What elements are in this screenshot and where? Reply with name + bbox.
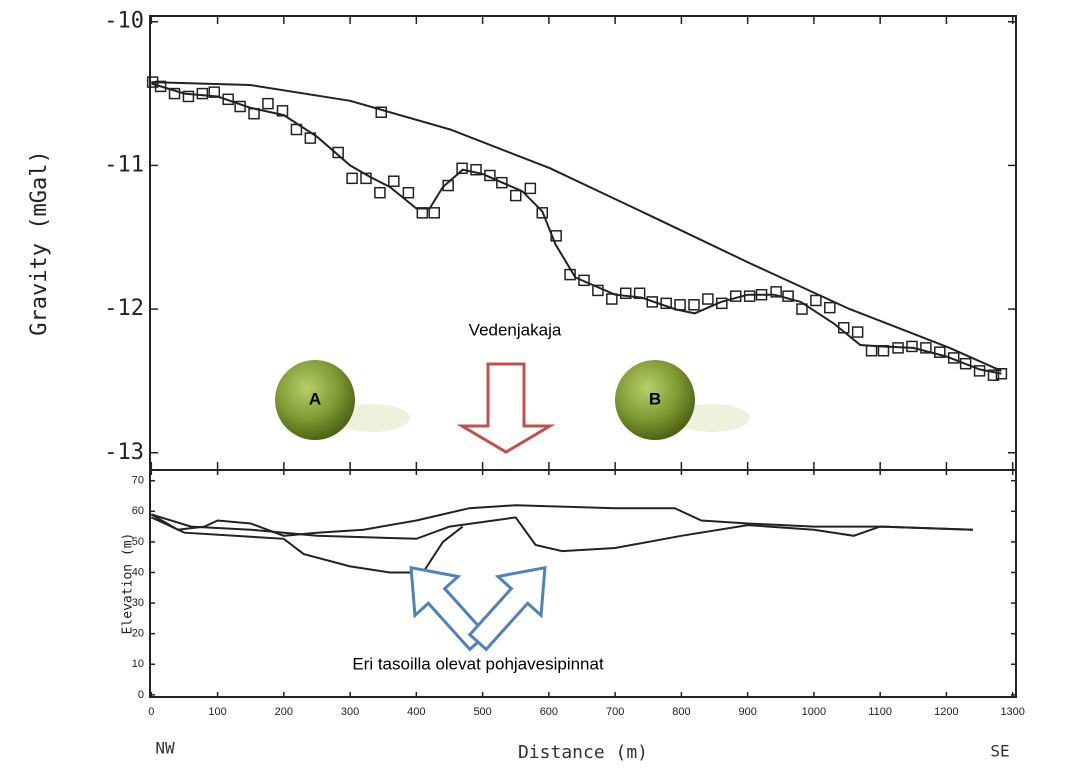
data-point: [509, 189, 522, 202]
sphere: [275, 360, 355, 440]
data-line: [151, 81, 1002, 372]
y-tick-label: 0: [138, 689, 144, 701]
data-line: [150, 516, 464, 574]
data-point: [262, 97, 274, 110]
data-point: [375, 106, 387, 119]
x-tick-label: 400: [407, 706, 425, 718]
data-point: [346, 172, 358, 185]
x-tick-label: 300: [341, 706, 359, 718]
annotation: Vedenjakaja: [469, 320, 562, 339]
data-point: [578, 274, 590, 287]
data-point: [702, 293, 714, 305]
x-tick-label: 900: [738, 706, 756, 718]
x-tick-label: 1000: [802, 706, 826, 718]
y-tick-label: 10: [132, 658, 144, 670]
data-point: [374, 186, 386, 199]
x-axis-label: Distance (m): [518, 742, 648, 763]
data-point: [428, 207, 440, 219]
x-tick-label: 800: [672, 706, 690, 718]
plots: -10 -11 -12 -13 Gravity (mGal) 0 10 20 30 40 50 60 7…: [27, 9, 1025, 763]
sphere: [615, 360, 695, 440]
data-point: [770, 286, 782, 298]
data-point: [906, 340, 918, 353]
x-tick-label: 1300: [1000, 706, 1024, 718]
y-tick-label: 40: [132, 566, 144, 578]
y-tick-label: 50: [132, 536, 144, 548]
data-point: [646, 296, 658, 308]
data-point: [810, 294, 822, 307]
annotation: A: [309, 389, 321, 408]
y-axis-label: Elevation (m): [121, 533, 136, 635]
x-tick-label: 100: [208, 706, 226, 718]
data-point: [182, 90, 195, 103]
data-point: [619, 287, 632, 300]
data-point: [851, 326, 864, 338]
y-tick-label: 60: [132, 505, 144, 517]
data-point: [196, 87, 209, 100]
x-tick-label: 500: [473, 706, 491, 718]
x-tick-label: 0: [148, 706, 154, 718]
data-point: [388, 175, 400, 187]
direction-label: NW: [155, 739, 175, 758]
data-point: [824, 301, 836, 314]
x-tick-label: 700: [606, 706, 624, 718]
data-point: [674, 299, 686, 311]
x-tick-label: 1200: [934, 706, 958, 718]
direction-label: SE: [990, 742, 1009, 761]
data-point: [743, 290, 756, 302]
x-tick-label: 600: [540, 706, 558, 718]
data-point: [865, 345, 878, 357]
y-tick-label: 70: [132, 475, 144, 487]
annotation: B: [649, 389, 661, 408]
data-line: [150, 504, 973, 537]
data-point: [920, 342, 932, 354]
data-point: [496, 176, 508, 189]
plot-frame: [149, 469, 1017, 698]
y-tick-label: -13: [104, 440, 144, 465]
y-tick-label: -12: [104, 296, 144, 321]
data-point: [959, 357, 972, 370]
data-point: [402, 186, 415, 199]
y-tick-label: -10: [104, 9, 144, 34]
data-point: [168, 87, 181, 100]
data-line: [151, 513, 973, 553]
y-tick-label: 30: [132, 597, 144, 609]
data-line: [151, 82, 1002, 375]
data-point: [536, 207, 549, 219]
y-tick-label: -11: [104, 152, 144, 177]
data-point: [987, 369, 1000, 381]
data-point: [332, 146, 344, 159]
data-point: [796, 303, 808, 315]
data-point: [934, 346, 946, 358]
x-tick-label: 1100: [868, 706, 892, 718]
water-arrow: [467, 565, 547, 652]
data-point: [524, 182, 537, 195]
data-point: [995, 367, 1008, 380]
data-point: [470, 163, 482, 176]
data-point: [456, 162, 468, 175]
data-point: [688, 299, 700, 311]
x-tick-label: 200: [275, 706, 293, 718]
y-tick-label: 20: [132, 628, 144, 640]
divide-arrow: [456, 362, 556, 454]
y-axis-label: Gravity (mGal): [27, 150, 52, 335]
annotation: Eri tasoilla olevat pohjavesipinnat: [352, 654, 604, 673]
